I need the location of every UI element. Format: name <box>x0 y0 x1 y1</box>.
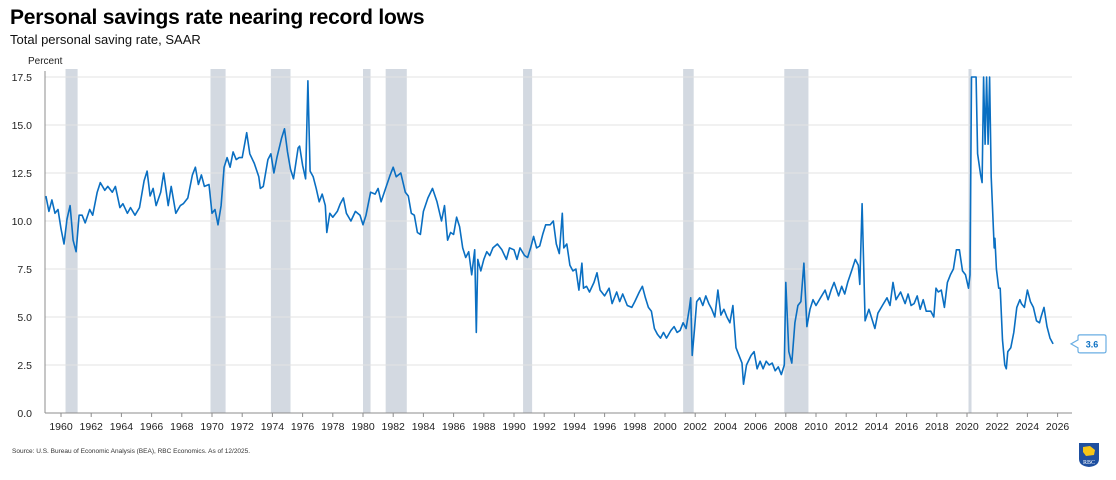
x-tick-label: 2020 <box>955 421 979 433</box>
x-tick-label: 2014 <box>865 421 889 433</box>
y-axis-label: Percent <box>28 56 63 67</box>
x-tick-label: 1998 <box>623 421 647 433</box>
x-tick-label: 1972 <box>231 421 255 433</box>
recession-band <box>523 69 533 413</box>
x-tick-label: 1990 <box>502 421 526 433</box>
chart-title: Personal savings rate nearing record low… <box>10 6 425 29</box>
x-tick-label: 2004 <box>714 421 738 433</box>
gridlines <box>45 76 1072 366</box>
recession-band <box>363 69 371 413</box>
end-value-callout: 3.6 <box>1069 334 1107 354</box>
x-tick-label: 1974 <box>261 421 285 433</box>
series-layer <box>45 76 1054 385</box>
x-tick-label: 1976 <box>291 421 315 433</box>
x-tick-label: 1996 <box>593 421 617 433</box>
x-tick-label: 1982 <box>382 421 406 433</box>
callout-label: 3.6 <box>1086 339 1099 349</box>
x-tick-label: 1960 <box>49 421 73 433</box>
y-tick-label: 10.0 <box>12 216 33 228</box>
recession-bands <box>65 69 972 413</box>
x-tick-label: 1988 <box>472 421 496 433</box>
x-tick-label: 1962 <box>80 421 104 433</box>
x-tick-label: 2024 <box>1016 421 1040 433</box>
x-tick-label: 1966 <box>140 421 164 433</box>
x-tick-label: 1986 <box>442 421 466 433</box>
recession-band <box>385 69 407 413</box>
source-note: Source: U.S. Bureau of Economic Analysis… <box>12 448 251 455</box>
x-tick-label: 1968 <box>170 421 194 433</box>
y-tick-label: 15.0 <box>12 120 33 132</box>
rbc-shield-icon: RBC <box>1079 443 1099 467</box>
recession-band <box>210 69 226 413</box>
x-tick-label: 1970 <box>200 421 224 433</box>
x-tick-label: 2002 <box>684 421 708 433</box>
chart-subtitle: Total personal saving rate, SAAR <box>10 32 201 47</box>
y-tick-label: 2.5 <box>17 360 32 372</box>
x-tick-label: 2000 <box>653 421 677 433</box>
callout-box <box>1069 334 1107 354</box>
recession-band <box>270 69 291 413</box>
x-tick-label: 2016 <box>895 421 919 433</box>
x-tick-label: 2018 <box>925 421 949 433</box>
recession-band <box>784 69 809 413</box>
x-tick-label: 2006 <box>744 421 768 433</box>
y-tick-labels: 0.0 2.5 5.0 7.5 10.0 12.5 15.0 17.5 <box>12 72 33 420</box>
x-tick-label: 2022 <box>986 421 1010 433</box>
y-tick-label: 7.5 <box>17 264 32 276</box>
y-tick-label: 17.5 <box>12 72 33 84</box>
rbc-logo: RBC <box>1078 442 1100 468</box>
x-tick-label: 1984 <box>412 421 436 433</box>
x-tick-label: 1994 <box>563 421 587 433</box>
axes <box>44 71 1072 417</box>
x-tick-labels: 1960 1962 1964 1966 1968 1970 1972 1974 1976 1978… <box>49 421 1069 433</box>
x-tick-label: 2010 <box>804 421 828 433</box>
recession-band <box>683 69 694 413</box>
y-tick-label: 12.5 <box>12 168 33 180</box>
x-tick-label: 2012 <box>835 421 859 433</box>
x-tick-label: 2008 <box>774 421 798 433</box>
y-tick-label: 0.0 <box>17 408 32 420</box>
recession-band <box>65 69 78 413</box>
x-tick-label: 1992 <box>533 421 557 433</box>
x-tick-label: 1980 <box>351 421 375 433</box>
x-tick-label: 1978 <box>321 421 345 433</box>
y-tick-label: 5.0 <box>17 312 32 324</box>
series-line-savings-rate <box>45 76 1054 385</box>
logo-text: RBC <box>1083 460 1095 466</box>
x-tick-label: 2026 <box>1046 421 1070 433</box>
x-tick-label: 1964 <box>110 421 134 433</box>
